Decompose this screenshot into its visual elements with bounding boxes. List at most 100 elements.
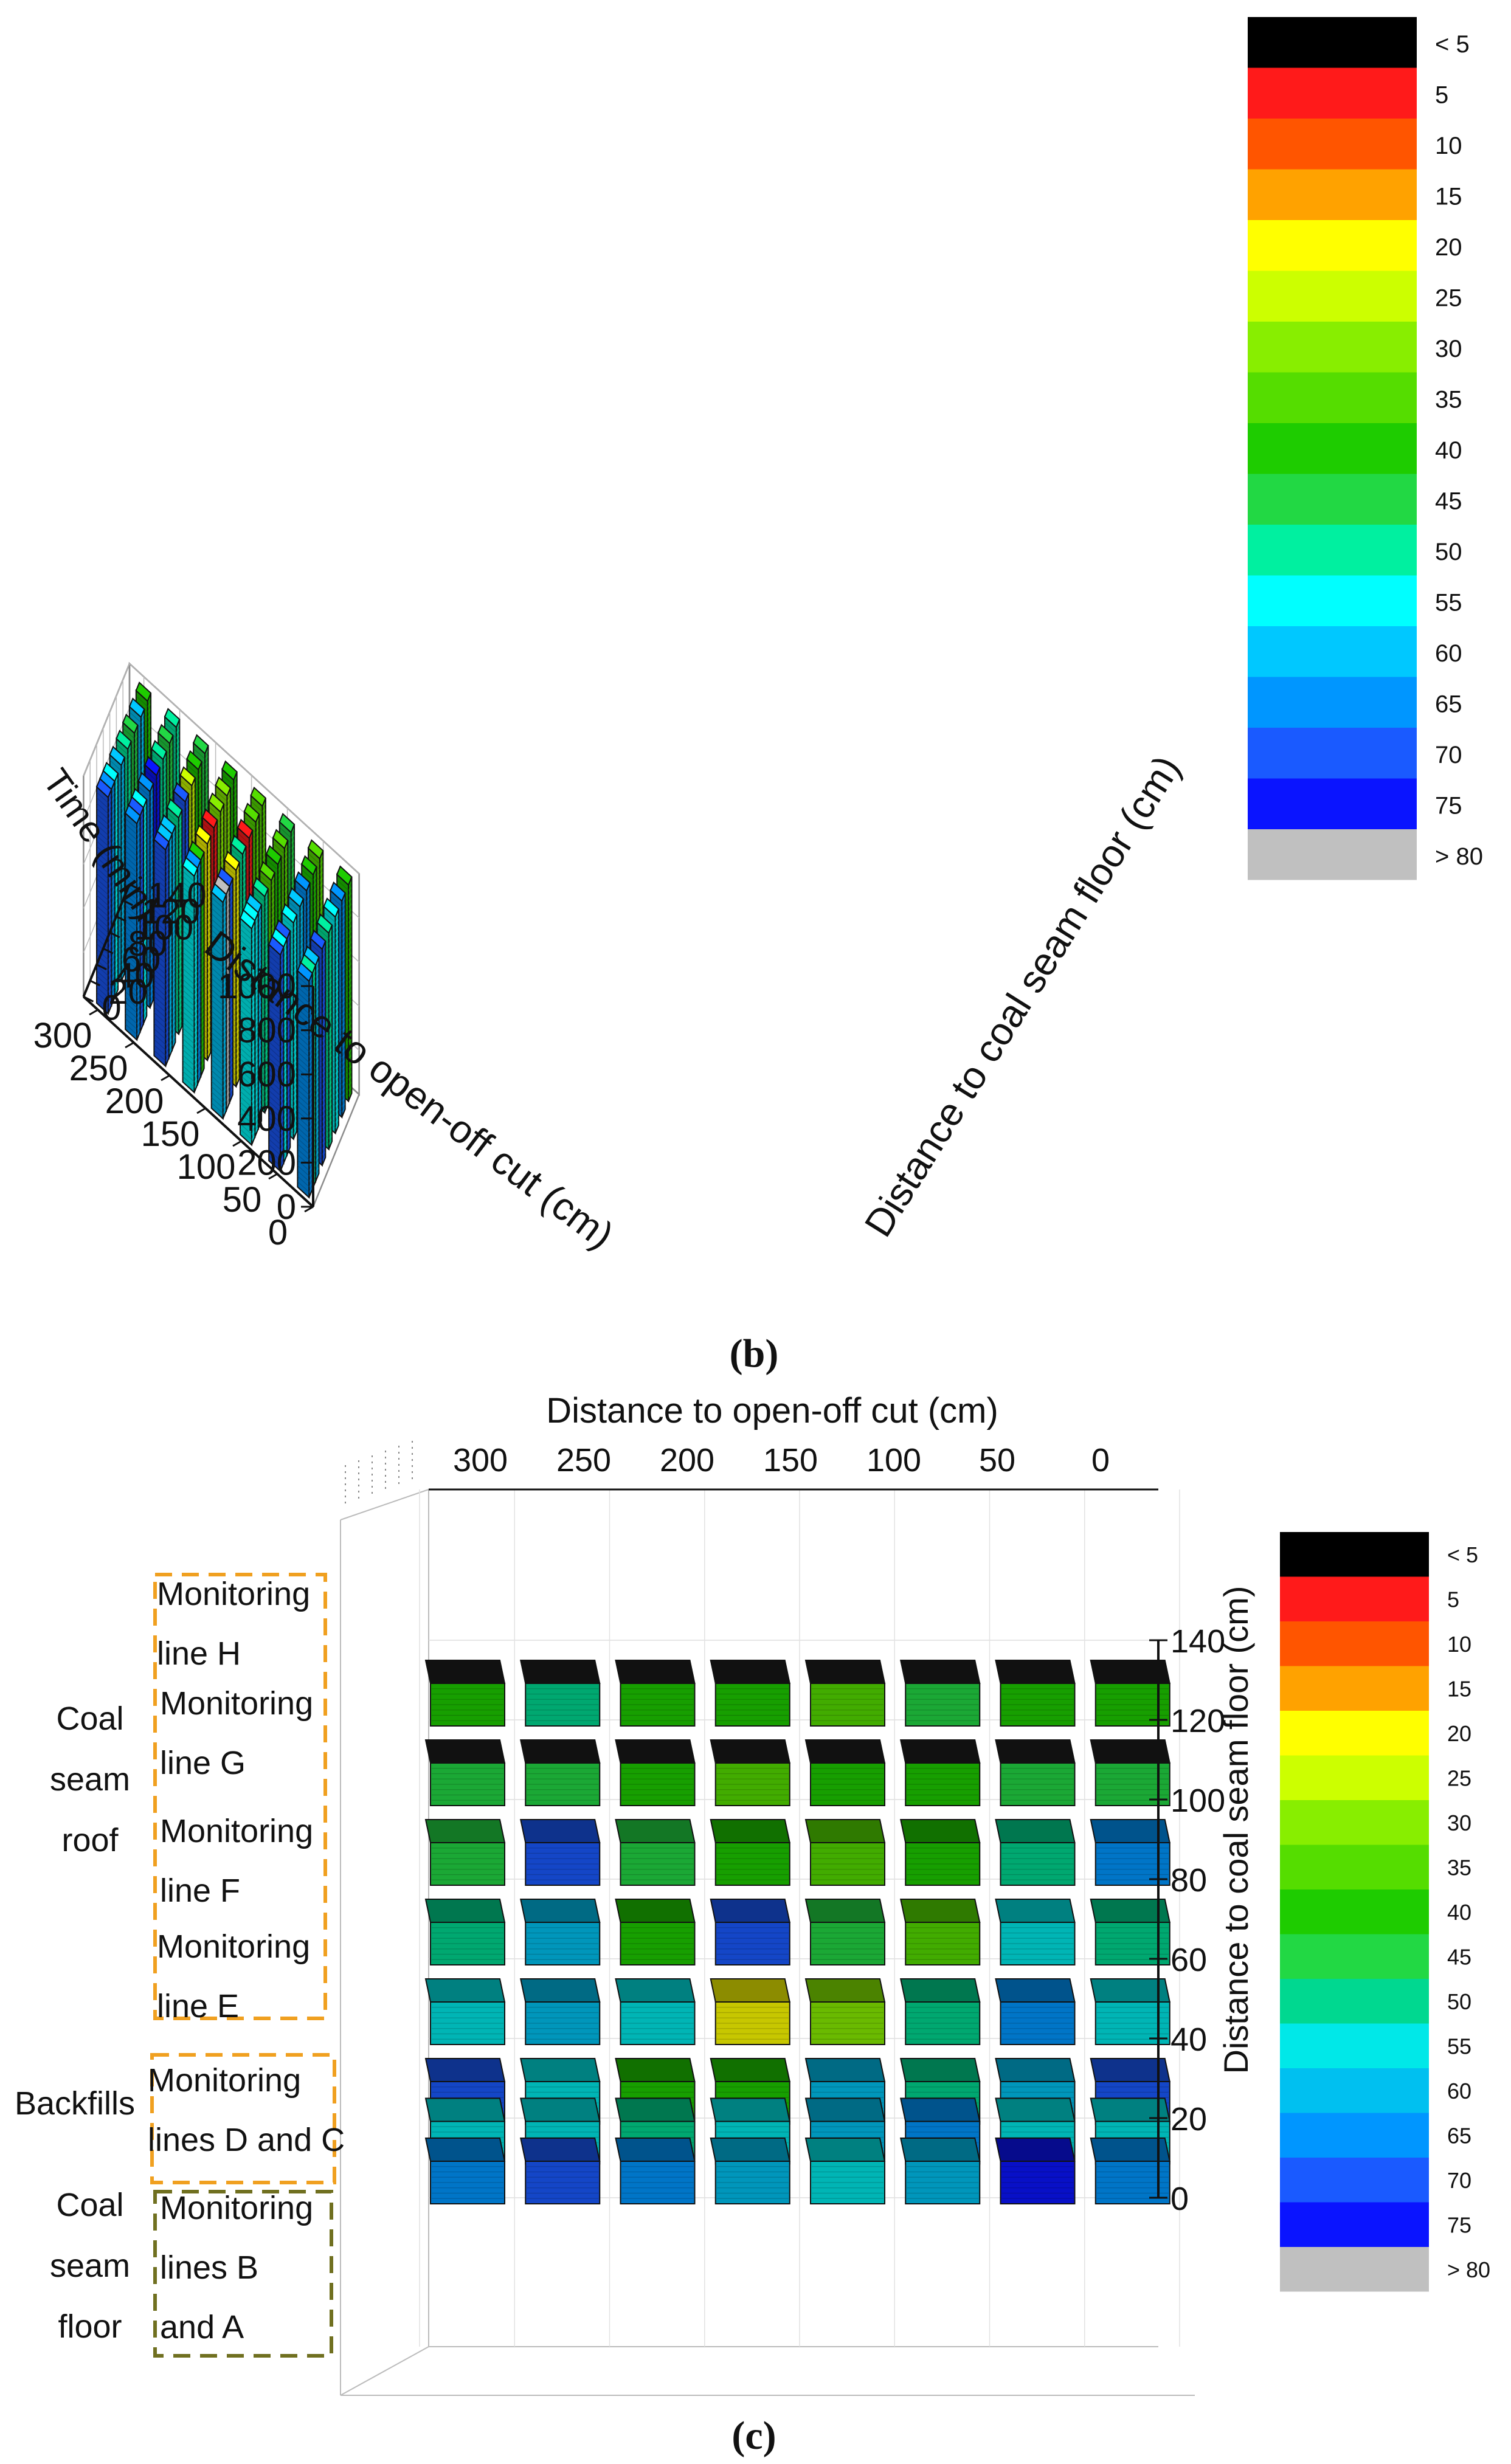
b-bar (297, 961, 313, 1199)
b-legend-swatch (1248, 474, 1417, 525)
c-legend-swatch (1280, 1621, 1429, 1666)
b-x-tick-label: 100 (177, 1147, 236, 1187)
c-dashed-box (153, 1573, 327, 2020)
b-legend-swatch (1248, 677, 1417, 728)
b-x-tick-label: 150 (141, 1114, 200, 1154)
c-bar (995, 1899, 1076, 1965)
b-y-tick-label: 40 (115, 956, 154, 996)
c-legend-label: 5 (1447, 1587, 1459, 1612)
c-legend-label: 35 (1447, 1855, 1471, 1880)
b-x-tick (232, 1140, 242, 1147)
b-x-tick (161, 1074, 170, 1082)
c-legend-swatch (1280, 1934, 1429, 1979)
c-bar (804, 1660, 886, 1727)
c-legend-swatch (1280, 1532, 1429, 1577)
panel-b-color-legend: < 5 5 10 15 20 25 30 35 40 45 50 55 60 65 70 75 > 80 (1248, 17, 1483, 880)
c-bar (424, 1978, 506, 2045)
c-frame-line (340, 1489, 429, 1520)
c-bar (710, 1899, 790, 1965)
b-legend-label: 20 (1435, 234, 1462, 261)
c-monitoring-label: line G (160, 1745, 246, 1781)
panel-b-caption: (b) (730, 1331, 779, 1376)
b-bar (239, 909, 256, 1147)
b-legend-label: 35 (1435, 387, 1462, 413)
c-bar (804, 1899, 886, 1965)
c-legend-swatch (1280, 1755, 1429, 1800)
c-legend-swatch (1280, 1979, 1429, 2024)
c-bar (710, 1660, 790, 1727)
c-legend-swatch (1280, 1666, 1429, 1711)
c-bar (424, 2138, 506, 2204)
c-bar (520, 1660, 601, 1727)
b-legend-label: 30 (1435, 336, 1462, 362)
b-bar (182, 857, 199, 1094)
c-bar (615, 1739, 696, 1806)
c-legend-label: 20 (1447, 1721, 1471, 1746)
b-legend-label: 15 (1435, 184, 1462, 210)
b-x-tick-label: 0 (268, 1213, 288, 1252)
c-legend-label: > 80 (1447, 2257, 1490, 2282)
c-bar (710, 2138, 790, 2204)
c-bar (424, 1739, 506, 1806)
c-legend-swatch (1280, 1800, 1429, 1845)
c-x-tick-label: 50 (979, 1442, 1015, 1479)
b-x-tick-label: 200 (105, 1082, 164, 1121)
c-legend-swatch (1280, 1845, 1429, 1889)
b-legend-swatch (1248, 626, 1417, 677)
c-bar (900, 1819, 981, 1886)
c-dashed-box (150, 2053, 336, 2184)
panel-c-color-legend: < 5 5 10 15 20 25 30 35 40 45 50 55 60 65 70 75 > 80 (1280, 1532, 1490, 2292)
c-bar (995, 2138, 1076, 2204)
c-bar (900, 1660, 981, 1727)
b-legend-label: 65 (1435, 691, 1462, 718)
c-monitoring-label: Monitoring (160, 1813, 313, 1849)
c-bar (424, 1899, 506, 1965)
c-legend-label: < 5 (1447, 1542, 1478, 1567)
b-y-axis-line (82, 883, 131, 998)
b-z-tick-label: 600 (237, 1055, 296, 1094)
c-bar (710, 1739, 790, 1806)
b-legend-label: 40 (1435, 437, 1462, 464)
b-z-tick-label: 1000 (218, 967, 296, 1006)
c-monitoring-label: Monitoring (157, 1928, 310, 1965)
c-bar (995, 1819, 1076, 1886)
b-legend-swatch (1248, 575, 1417, 626)
b-y-tick-label: 80 (128, 924, 168, 964)
c-legend-label: 45 (1447, 1945, 1471, 1970)
b-legend-label: 55 (1435, 590, 1462, 616)
c-legend-swatch (1280, 2068, 1429, 2113)
c-group-label: seam (50, 1761, 130, 1798)
b-y-tick (103, 947, 114, 954)
b-x-tick-label: 300 (33, 1016, 92, 1055)
c-y-tick-label: 140 (1170, 1623, 1225, 1660)
c-bar (710, 1819, 790, 1886)
c-monitoring-label: Monitoring (160, 2190, 313, 2226)
c-bar (615, 1978, 696, 2045)
c-legend-label: 10 (1447, 1632, 1471, 1657)
b-legend-swatch (1248, 271, 1417, 322)
b-bar (95, 778, 112, 1015)
b-bar (124, 804, 141, 1041)
c-bar (520, 1819, 601, 1886)
b-bar (153, 830, 170, 1068)
c-x-tick-label: 250 (556, 1442, 611, 1479)
b-y-tick-label: 20 (108, 972, 148, 1012)
c-legend-label: 30 (1447, 1810, 1471, 1835)
b-legend-swatch (1248, 778, 1417, 829)
panel-b-bars (95, 682, 353, 1199)
b-gridline (83, 663, 360, 874)
c-legend-label: 65 (1447, 2124, 1471, 2148)
b-legend-label: 10 (1435, 133, 1462, 159)
c-legend-swatch (1280, 2202, 1429, 2247)
c-bar (900, 2138, 981, 2204)
b-legend-label: 45 (1435, 488, 1462, 515)
c-monitoring-label: lines D and C (148, 2122, 345, 2158)
b-bar (210, 883, 227, 1120)
c-legend-label: 60 (1447, 2079, 1471, 2103)
panel-c-bars (424, 1660, 1170, 2204)
c-legend-label: 25 (1447, 1766, 1471, 1791)
c-bar (520, 2138, 601, 2204)
b-y-tick-label: 60 (122, 940, 161, 979)
panel-b-tick-labels: 0501001502002503000204060801001201400200… (33, 876, 314, 1252)
b-x-tick-label: 250 (69, 1049, 128, 1088)
